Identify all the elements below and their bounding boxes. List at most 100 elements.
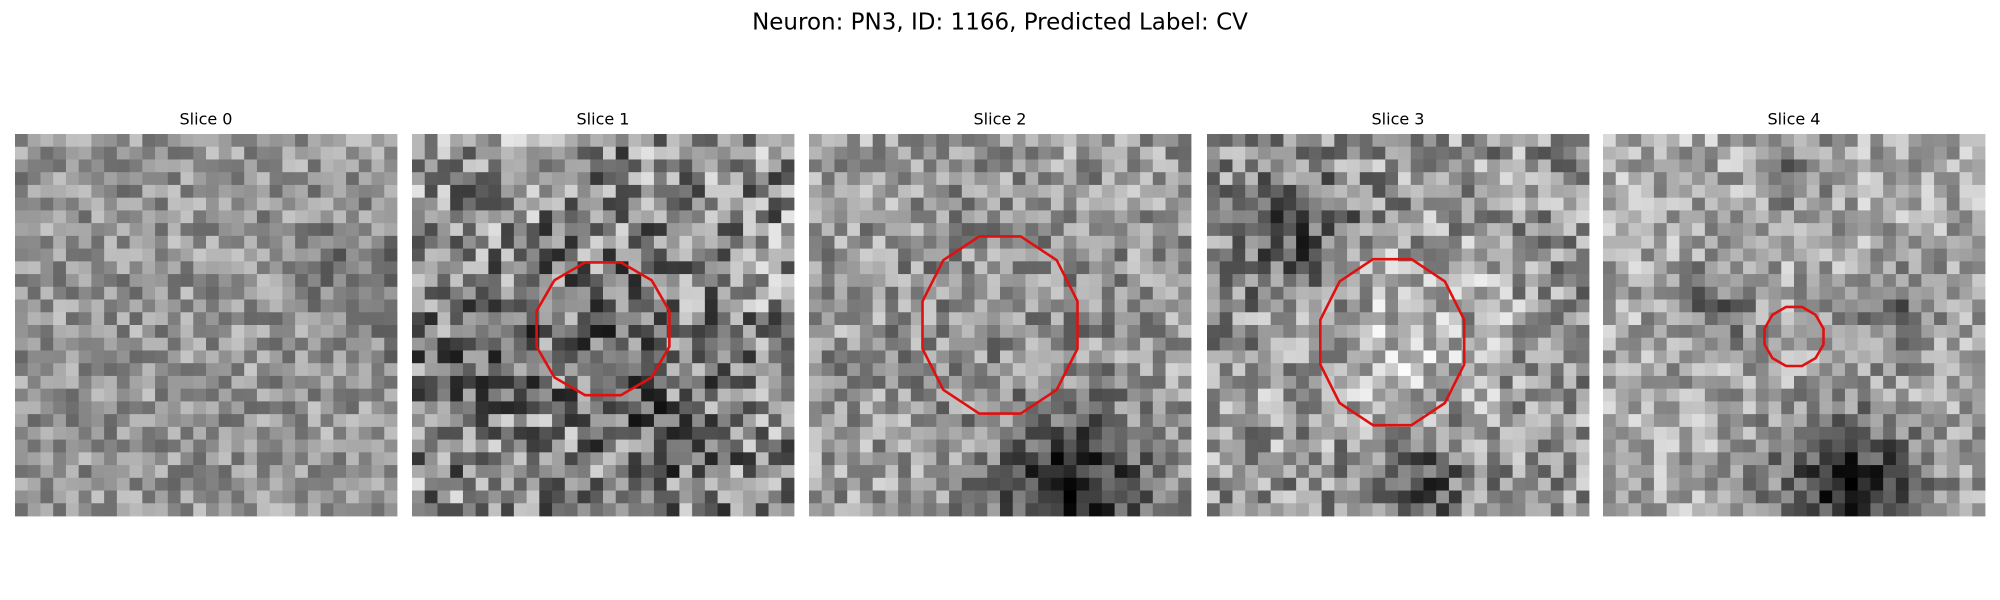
pixel	[1410, 350, 1424, 364]
pixel	[1114, 286, 1128, 300]
pixel	[1448, 134, 1463, 148]
pixel	[1089, 337, 1103, 351]
pixel	[193, 286, 207, 300]
pixel	[1730, 503, 1744, 517]
pixel	[1653, 172, 1668, 186]
pixel	[1538, 503, 1552, 517]
pixel	[526, 465, 540, 479]
pixel	[450, 439, 464, 453]
pixel	[1959, 325, 1973, 339]
pixel	[1603, 223, 1617, 237]
pixel	[1653, 439, 1668, 453]
pixel	[1245, 299, 1259, 313]
pixel	[501, 223, 515, 237]
pixel	[1140, 375, 1154, 390]
pixel	[104, 325, 118, 339]
pixel	[1603, 363, 1617, 377]
pixel	[412, 337, 426, 351]
pixel	[1321, 401, 1335, 415]
pixel	[526, 452, 540, 466]
pixel	[1525, 210, 1539, 224]
pixel	[15, 261, 29, 275]
pixel	[628, 426, 642, 440]
pixel	[1563, 184, 1577, 199]
pixel	[743, 286, 757, 300]
pixel	[834, 401, 848, 415]
pixel	[1076, 274, 1090, 288]
pixel	[1219, 439, 1233, 453]
pixel	[371, 312, 385, 326]
pixel	[615, 375, 629, 390]
pixel	[333, 172, 347, 186]
pixel	[666, 414, 680, 428]
pixel	[1895, 375, 1909, 390]
pixel	[282, 197, 296, 211]
pixel	[1641, 286, 1655, 300]
pixel	[974, 223, 988, 237]
pixel	[821, 210, 835, 224]
pixel	[282, 477, 296, 491]
pixel	[1038, 299, 1052, 313]
pixel	[193, 248, 207, 262]
pixel	[768, 503, 782, 517]
pixel	[923, 197, 937, 211]
pixel	[743, 261, 757, 275]
pixel	[1679, 248, 1693, 262]
pixel	[1385, 172, 1399, 186]
pixel	[1717, 325, 1731, 339]
pixel	[462, 197, 477, 211]
pixel	[1334, 490, 1348, 504]
pixel	[872, 414, 886, 428]
pixel	[180, 261, 194, 275]
pixel	[1550, 401, 1564, 415]
pixel	[1270, 223, 1284, 237]
pixel	[488, 363, 502, 377]
pixel	[1436, 312, 1450, 326]
pixel	[898, 146, 912, 160]
pixel	[1781, 477, 1795, 491]
pixel	[1692, 235, 1706, 249]
pixel	[1283, 197, 1297, 211]
pixel	[1165, 235, 1179, 249]
pixel	[282, 337, 296, 351]
pixel	[501, 235, 515, 249]
pixel	[1806, 235, 1820, 249]
pixel	[809, 134, 823, 148]
pixel	[1959, 248, 1973, 262]
pixel	[1794, 286, 1808, 300]
pixel	[641, 426, 655, 440]
pixel	[167, 274, 181, 288]
pixel	[1063, 159, 1077, 173]
pixel	[1692, 274, 1706, 288]
pixel	[704, 274, 718, 288]
pixel	[987, 439, 1001, 453]
pixel	[1398, 337, 1412, 351]
pixel	[1219, 465, 1233, 479]
pixel	[437, 452, 451, 466]
pixel	[1296, 299, 1310, 313]
pixel	[307, 401, 321, 415]
pixel	[1385, 490, 1399, 504]
pixel	[1550, 452, 1564, 466]
pixel	[27, 286, 41, 300]
pixel	[1512, 274, 1526, 288]
pixel	[1768, 286, 1782, 300]
pixel	[653, 312, 668, 326]
pixel	[872, 184, 886, 199]
pixel	[167, 210, 181, 224]
pixel	[1089, 261, 1103, 275]
pixel	[269, 388, 283, 402]
pixel	[1474, 503, 1488, 517]
pixel	[615, 337, 629, 351]
pixel	[1704, 337, 1718, 351]
pixel	[1410, 426, 1424, 440]
pixel	[424, 274, 438, 288]
pixel	[1755, 465, 1769, 479]
pixel	[1487, 388, 1501, 402]
pixel	[847, 248, 861, 262]
pixel	[1768, 261, 1782, 275]
pixel	[768, 172, 782, 186]
pixel	[1641, 172, 1655, 186]
pixel	[1768, 197, 1782, 211]
pixel	[384, 223, 398, 237]
